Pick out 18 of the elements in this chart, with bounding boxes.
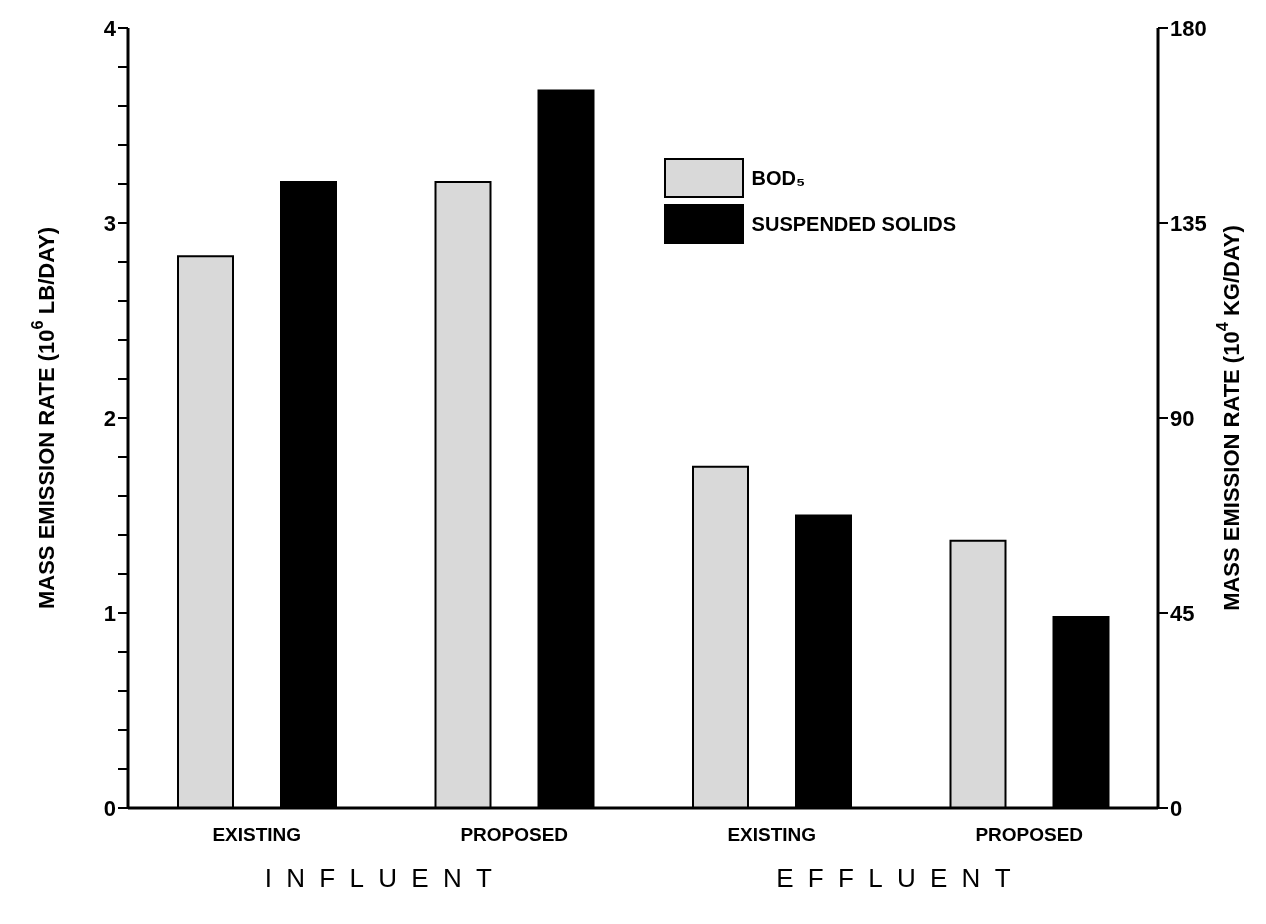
y-tick-label: 3: [103, 210, 116, 236]
x-tick-label: PROPOSED: [460, 824, 569, 846]
x-tick-label: PROPOSED: [975, 824, 1084, 846]
x-tick-label: EXISTING: [727, 824, 817, 846]
y-tick-label: 4: [103, 15, 117, 41]
y2-tick-label: 90: [1170, 405, 1195, 431]
y2-tick-label: 0: [1170, 795, 1183, 821]
y-tick-label: 0: [103, 795, 116, 821]
y2-tick-label: 45: [1170, 600, 1195, 626]
y-tick-label: 1: [103, 600, 116, 626]
legend-label: BOD₅: [751, 166, 806, 189]
x-tick-label: EXISTING: [212, 824, 302, 846]
text: EFFLUENT: [775, 863, 1026, 894]
text: INFLUENT: [263, 863, 508, 894]
y2-tick-label: 135: [1170, 210, 1207, 236]
y2-tick-label: 180: [1170, 15, 1207, 41]
legend-label: SUSPENDED SOLIDS: [751, 212, 957, 235]
y-tick-label: 2: [103, 405, 116, 431]
